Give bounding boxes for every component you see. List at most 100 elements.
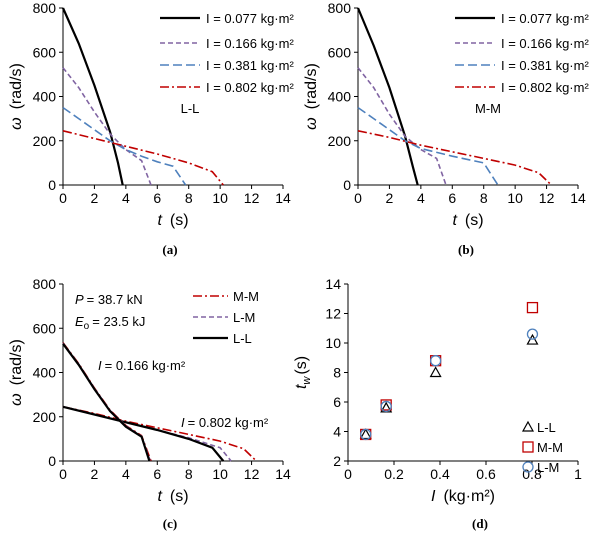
x-tick-label: 0.6 <box>476 466 496 482</box>
x-tick-label: 14 <box>275 466 291 482</box>
x-tick-label: 12 <box>539 190 555 206</box>
x-tick-label: 0.8 <box>522 466 542 482</box>
series-line <box>61 7 124 186</box>
x-axis-label: t (s) <box>157 212 188 229</box>
param-subscript: o <box>84 321 90 332</box>
x-tick-label: 4 <box>122 190 130 206</box>
curve-label-value: = 0.166 kg·m² <box>105 358 186 373</box>
x-tick-label: 1 <box>574 466 582 482</box>
legend-label: L-L <box>233 331 252 346</box>
scatter-point <box>359 428 372 440</box>
legend-marker <box>521 420 535 432</box>
x-axis-label-symbol: I <box>431 488 436 505</box>
figure-caption: (b) <box>458 242 474 257</box>
scatter-point <box>380 400 392 413</box>
y-tick-label: 600 <box>328 44 352 60</box>
y-axis-label: tw(s) <box>293 356 313 389</box>
y-axis-label-unit: (rad/s) <box>8 339 25 385</box>
param-annotation: P = 38.7 kN <box>75 292 143 307</box>
y-tick-label: 4 <box>333 424 341 440</box>
y-tick-label: 800 <box>328 0 352 16</box>
curve-label: I = 0.166 kg·m² <box>98 358 186 373</box>
legend-marker <box>522 441 534 453</box>
curve-label: I = 0.802 kg·m² <box>181 415 269 430</box>
curve-label-value: = 0.802 kg·m² <box>188 415 269 430</box>
scatter-point <box>360 428 372 441</box>
x-tick-label: 0 <box>59 190 67 206</box>
y-axis-label: ω (rad/s) <box>303 63 320 130</box>
x-tick-label: 8 <box>185 466 193 482</box>
x-axis-label-symbol: t <box>452 212 457 229</box>
y-tick-label: 12 <box>325 306 341 322</box>
x-axis-label-symbol: t <box>157 212 162 229</box>
y-axis-label-symbol: ω <box>8 117 25 129</box>
panel-label: L-L <box>181 101 200 116</box>
legend-label: I = 0.381 kg·m² <box>501 58 589 73</box>
series-line <box>62 343 151 462</box>
x-tick-label: 6 <box>153 190 161 206</box>
legend-label: I = 0.802 kg·m² <box>206 80 294 95</box>
scatter-point <box>429 366 442 378</box>
x-axis-label-unit: (kg·m²) <box>443 488 495 505</box>
series-line <box>356 7 419 186</box>
series-line <box>62 67 152 186</box>
legend-label: I = 0.802 kg·m² <box>501 80 589 95</box>
param-annotation: Eo = 23.5 kJ <box>75 314 145 332</box>
y-tick-label: 0 <box>48 177 56 193</box>
y-tick-label: 800 <box>33 276 57 292</box>
param-value: = 38.7 kN <box>87 292 143 307</box>
y-axis-label: ω (rad/s) <box>8 63 25 130</box>
y-axis-label: ω (rad/s) <box>8 339 25 406</box>
scatter-point <box>429 355 442 367</box>
x-tick-label: 10 <box>212 190 228 206</box>
legend-label: I = 0.166 kg·m² <box>206 36 294 51</box>
y-tick-label: 6 <box>333 394 341 410</box>
x-axis-label: I (kg·m²) <box>431 488 495 505</box>
chart-1: 0 2 4 6 8 10 12 14 0 200 400 600 800 t (s) ω (rad/s) (b) I… <box>303 0 589 257</box>
y-tick-label: 200 <box>33 133 57 149</box>
curve-label-symbol: I <box>181 415 185 430</box>
y-tick-label: 200 <box>328 133 352 149</box>
legend-label: M-M <box>537 440 563 455</box>
figure-caption: (c) <box>163 516 177 531</box>
x-tick-label: 12 <box>244 466 260 482</box>
figure-caption: (d) <box>472 516 488 531</box>
x-axis-label: t (s) <box>157 488 188 505</box>
series-line <box>357 67 447 186</box>
param-symbol: E <box>75 314 84 329</box>
legend-label: I = 0.077 kg·m² <box>501 11 589 26</box>
y-axis-label-symbol: ω <box>303 117 320 129</box>
legend-label: L-L <box>537 420 556 435</box>
x-tick-label: 12 <box>244 190 260 206</box>
series-line <box>357 130 552 186</box>
y-tick-label: 600 <box>33 44 57 60</box>
y-tick-label: 400 <box>33 89 57 105</box>
scatter-point <box>526 333 539 345</box>
y-axis-label-unit: (rad/s) <box>8 63 25 109</box>
legend-label: L-M <box>537 460 559 475</box>
legend-label: I = 0.166 kg·m² <box>501 36 589 51</box>
x-axis-label-unit: (s) <box>465 212 484 229</box>
chart-0: 0 2 4 6 8 10 12 14 0 200 400 600 800 t (s) ω (rad/s) (a) I… <box>8 0 294 257</box>
y-tick-label: 2 <box>333 453 341 469</box>
x-tick-label: 14 <box>275 190 291 206</box>
scatter-point <box>526 328 539 340</box>
y-tick-label: 8 <box>333 365 341 381</box>
x-tick-label: 2 <box>91 466 99 482</box>
legend-label: L-M <box>233 310 255 325</box>
legend-label: I = 0.077 kg·m² <box>206 11 294 26</box>
series-line <box>62 106 187 186</box>
y-tick-label: 0 <box>48 453 56 469</box>
y-tick-label: 200 <box>33 409 57 425</box>
x-tick-label: 0.2 <box>384 466 404 482</box>
param-value: = 23.5 kJ <box>92 314 145 329</box>
x-tick-label: 0 <box>344 466 352 482</box>
x-tick-label: 2 <box>386 190 394 206</box>
series-line <box>62 405 225 462</box>
x-tick-label: 10 <box>212 466 228 482</box>
legend-marker <box>522 461 534 473</box>
chart-2: 0 2 4 6 8 10 12 14 0 200 400 600 800 t (s) ω (rad/s) (c) M… <box>8 276 291 531</box>
x-tick-label: 14 <box>570 190 586 206</box>
